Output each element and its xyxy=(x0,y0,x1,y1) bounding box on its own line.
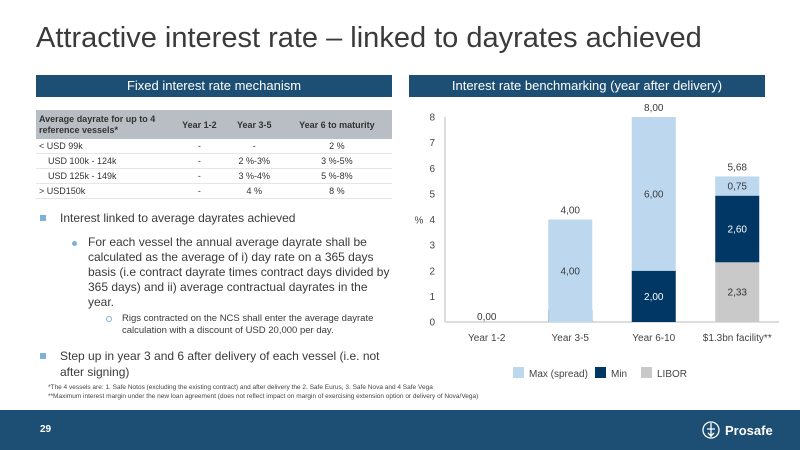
table-header-cell: Year 1-2 xyxy=(172,110,227,139)
total-label: 5,68 xyxy=(728,162,748,173)
left-section-header: Fixed interest rate mechanism xyxy=(36,75,392,97)
bar-segment xyxy=(715,195,760,263)
footnote: *The 4 vessels are: 1. Safe Notos (exclu… xyxy=(48,384,433,391)
square-bullet-icon xyxy=(40,215,46,221)
data-label: 6,00 xyxy=(644,189,664,200)
brand-name: Prosafe xyxy=(725,423,773,438)
y-tick-label: 7 xyxy=(429,138,435,149)
table-cell: > USD150k xyxy=(36,183,172,199)
page-title: Attractive interest rate – linked to day… xyxy=(36,22,702,54)
table-cell: 5 %-8% xyxy=(281,168,392,184)
table-row: < USD 99k - - 2 % xyxy=(36,139,392,154)
legend-swatch xyxy=(595,367,606,378)
table-header-row: Average dayrate for up to 4 reference ve… xyxy=(36,110,392,139)
legend-swatch xyxy=(513,367,524,378)
y-tick-label: 0 xyxy=(429,318,435,329)
y-tick-label: 6 xyxy=(429,164,435,175)
square-bullet-icon xyxy=(40,353,46,359)
data-label: 0,75 xyxy=(728,182,748,193)
table-cell: - xyxy=(172,139,227,154)
right-section-header: Interest rate benchmarking (year after d… xyxy=(409,75,765,97)
bar-segment xyxy=(631,117,676,271)
table-cell: 4 % xyxy=(226,183,282,199)
table-cell: < USD 99k xyxy=(36,139,172,154)
bullet-text: Step up in year 3 and 6 after delivery o… xyxy=(60,349,380,379)
bar-segment xyxy=(715,262,760,322)
table-header-cell: Year 6 to maturity xyxy=(281,110,392,139)
table-header-cell: Year 3-5 xyxy=(226,110,282,139)
table-cell: 2 % xyxy=(281,139,392,154)
data-label: 2,60 xyxy=(728,224,748,235)
bar-segment xyxy=(631,270,676,322)
prosafe-logo-icon xyxy=(702,421,720,439)
bar-segment xyxy=(715,176,760,196)
footer-bar: 29 Prosafe xyxy=(0,410,800,450)
circle-bullet-icon xyxy=(106,316,112,322)
y-tick-label: 5 xyxy=(429,189,435,200)
x-tick-label: Year 3-5 xyxy=(552,333,590,344)
table-row: USD 100k - 124k - 2 %-3% 3 %-5% xyxy=(36,153,392,169)
data-label: 2,33 xyxy=(728,288,748,299)
table-row: > USD150k - 4 % 8 % xyxy=(36,183,392,199)
x-tick-label: $1.3bn facility** xyxy=(703,333,772,344)
legend-label: Max (spread) xyxy=(529,369,588,380)
y-tick-label: 3 xyxy=(429,241,435,252)
prosafe-logo: Prosafe xyxy=(702,420,792,440)
data-label: 0,00 xyxy=(477,312,497,323)
table-cell: 3 %-4% xyxy=(226,168,282,184)
legend-swatch xyxy=(641,367,652,378)
table-cell: - xyxy=(172,153,227,169)
total-label: 4,00 xyxy=(561,206,581,217)
footnotes: *The 4 vessels are: 1. Safe Notos (exclu… xyxy=(48,383,478,401)
data-label: 2,00 xyxy=(644,292,664,303)
x-tick-label: Year 1-2 xyxy=(468,333,506,344)
x-tick-label: Year 6-10 xyxy=(632,333,675,344)
total-label: 8,00 xyxy=(644,103,664,114)
table-cell: USD 125k - 149k xyxy=(36,168,172,184)
sub-sub-bullet-text: Rigs contracted on the NCS shall enter t… xyxy=(122,313,374,336)
legend-label: LIBOR xyxy=(657,369,687,380)
bullet-text: Interest linked to average dayrates achi… xyxy=(60,211,296,225)
table-cell: - xyxy=(172,183,227,199)
data-label: 4,00 xyxy=(561,266,581,277)
interest-rate-table: Average dayrate for up to 4 reference ve… xyxy=(36,110,392,199)
y-tick-label: 1 xyxy=(429,292,435,303)
y-tick-label: 8 xyxy=(429,113,435,124)
page-number: 29 xyxy=(40,424,52,435)
table-cell: - xyxy=(172,168,227,184)
table-cell: 2 %-3% xyxy=(226,153,282,169)
y-tick-label: 4 xyxy=(429,215,435,226)
bar-segment xyxy=(548,219,593,322)
table-cell: - xyxy=(226,139,282,154)
dot-bullet-icon xyxy=(72,241,77,246)
legend-label: Min xyxy=(611,369,627,380)
y-axis-label: % xyxy=(415,216,424,227)
table-header-cell: Average dayrate for up to 4 reference ve… xyxy=(36,110,172,139)
table-cell: 8 % xyxy=(281,183,392,199)
y-tick-label: 2 xyxy=(429,266,435,277)
footnote: **Maximum interest margin under the new … xyxy=(48,393,479,400)
table-cell: 3 %-5% xyxy=(281,153,392,169)
table-cell: USD 100k - 124k xyxy=(36,153,172,169)
sub-bullet-text: For each vessel the annual average dayra… xyxy=(88,235,390,309)
table-row: USD 125k - 149k - 3 %-4% 5 %-8% xyxy=(36,168,392,184)
